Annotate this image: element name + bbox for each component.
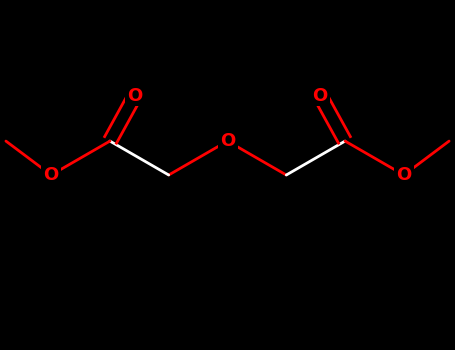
Point [47,172,55,178]
Point [131,93,138,99]
Text: O: O [220,132,235,150]
Point [224,138,231,144]
Point [317,93,324,99]
Text: O: O [313,87,328,105]
Point [400,172,408,178]
Text: O: O [396,166,411,184]
Text: O: O [127,87,142,105]
Text: O: O [44,166,59,184]
